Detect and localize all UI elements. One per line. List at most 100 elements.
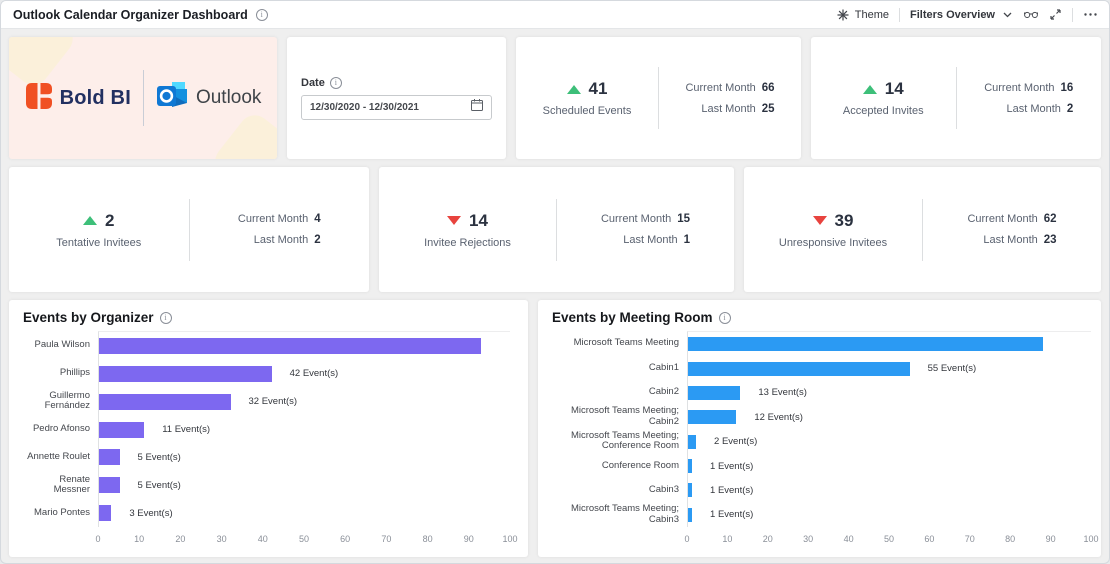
decorative-shape: [208, 108, 277, 159]
trend-up-icon: [566, 84, 581, 94]
current-month-value: 62: [1043, 213, 1057, 225]
last-month-label: Last Month: [983, 234, 1038, 246]
date-info-icon[interactable]: i: [329, 76, 342, 89]
current-month-label: Current Month: [237, 213, 309, 225]
category-label: Cabin3: [648, 484, 679, 496]
more-options-icon[interactable]: [1083, 8, 1097, 22]
bar[interactable]: [688, 385, 741, 400]
bar-row: 55 Event(s): [688, 356, 1091, 380]
bar-value-label: 12 Event(s): [754, 411, 803, 423]
bar-value-label: 11 Event(s): [162, 424, 211, 435]
bar-row: 11 Event(s): [99, 416, 510, 444]
kpi-label: Tentative Invitees: [56, 236, 142, 249]
bar[interactable]: [688, 361, 910, 376]
x-axis-tick-label: 40: [843, 534, 854, 544]
bar[interactable]: [688, 507, 693, 522]
category-label: Annette Roulet: [27, 450, 90, 462]
dashboard-info-icon[interactable]: i: [255, 8, 268, 21]
events-by-meeting-room-chart: Events by Meeting Room i Microsoft Teams…: [538, 300, 1101, 557]
kpi-delta-value: 2: [105, 210, 115, 230]
plot-area: 42 Event(s) 32 Event(s) 11 Event(s) 5 Event…: [98, 331, 510, 527]
divider: [658, 67, 659, 129]
bar[interactable]: [688, 337, 1043, 352]
trend-up-icon: [83, 216, 98, 225]
boldbi-logo: Bold BI: [25, 82, 131, 115]
kpi-label: Accepted Invites: [842, 105, 924, 117]
x-axis-tick-label: 60: [924, 534, 935, 544]
bar[interactable]: [99, 393, 231, 410]
chart-info-icon[interactable]: i: [718, 311, 731, 324]
x-axis-tick-label: 80: [422, 534, 433, 544]
category-label: Microsoft Teams Meeting: [573, 337, 679, 349]
date-filter-card: Date i 12/30/2020 - 12/30/2021: [287, 37, 506, 159]
x-axis-tick-label: 50: [298, 534, 310, 544]
outlook-logo-text: Outlook: [195, 87, 262, 108]
kpi-label: Unresponsive Invitees: [778, 236, 888, 249]
date-range-input[interactable]: 12/30/2020 - 12/30/2021: [301, 94, 492, 120]
category-label: Mario Pontes: [34, 506, 90, 518]
category-label: Cabin2: [648, 386, 679, 398]
bar[interactable]: [99, 337, 482, 354]
theme-icon: [836, 8, 850, 22]
outlook-logo: Outlook: [156, 81, 261, 116]
trend-up-icon: [862, 84, 877, 94]
plot-area: 55 Event(s) 13 Event(s) 12 Event(s) 2 Event…: [687, 331, 1091, 527]
bar-value-label: 55 Event(s): [927, 363, 977, 375]
current-month-label: Current Month: [984, 81, 1055, 94]
bar-row: 12 Event(s): [688, 405, 1091, 429]
bar[interactable]: [688, 483, 693, 498]
category-label: Microsoft Teams Meeting; Cabin2: [570, 405, 679, 427]
last-month-label: Last Month: [253, 234, 309, 246]
last-month-value: 2: [1066, 102, 1074, 115]
category-label: Microsoft Teams Meeting; Cabin3: [570, 503, 679, 525]
bar[interactable]: [99, 449, 120, 466]
divider: [1072, 7, 1073, 22]
x-axis-tick-label: 10: [722, 534, 733, 544]
chart-info-icon[interactable]: i: [159, 311, 172, 324]
kpi-delta-value: 14: [469, 210, 488, 230]
bar-row: 1 Event(s): [688, 503, 1091, 527]
current-month-value: 15: [677, 213, 691, 225]
current-month-label: Current Month: [967, 213, 1038, 225]
category-label: Guillermo Fernández: [44, 389, 90, 411]
bar-row: 1 Event(s): [688, 478, 1091, 502]
bar[interactable]: [688, 459, 693, 474]
divider: [188, 198, 190, 261]
bar[interactable]: [99, 477, 120, 494]
bar[interactable]: [688, 410, 737, 425]
date-range-value: 12/30/2020 - 12/30/2021: [310, 101, 419, 113]
expand-icon[interactable]: [1048, 8, 1062, 22]
divider: [556, 198, 557, 261]
calendar-icon[interactable]: [471, 98, 483, 116]
kpi-label: Scheduled Events: [542, 105, 632, 117]
bar-value-label: 42 Event(s): [289, 368, 339, 380]
category-labels: Paula Wilson Phillips Guillermo Fernández P…: [23, 331, 98, 549]
bar[interactable]: [99, 505, 112, 522]
bar-row: 13 Event(s): [688, 381, 1091, 405]
filters-overview-button[interactable]: Filters Overview: [910, 8, 1014, 22]
x-axis-tick-label: 90: [463, 534, 474, 544]
last-month-value: 25: [761, 102, 775, 115]
bar[interactable]: [99, 421, 145, 438]
chevron-down-icon: [1000, 8, 1014, 22]
bar-row: 2 Event(s): [688, 430, 1091, 454]
divider: [899, 7, 900, 22]
logo-divider: [142, 70, 144, 126]
bar[interactable]: [99, 365, 272, 382]
boldbi-logo-text: Bold BI: [59, 86, 131, 109]
category-label: Pedro Afonso: [32, 422, 90, 434]
kpi-card-scheduled-events: 41 Scheduled Events Current Month 66 Last…: [516, 37, 801, 159]
last-month-label: Last Month: [701, 102, 756, 115]
glasses-icon[interactable]: [1024, 8, 1038, 22]
bar-row: 32 Event(s): [99, 388, 510, 416]
last-month-label: Last Month: [623, 234, 678, 246]
bar[interactable]: [688, 434, 697, 449]
bar-value-label: 5 Event(s): [137, 451, 181, 463]
last-month-value: 2: [314, 234, 321, 246]
x-axis-tick-label: 0: [95, 534, 101, 544]
kpi-delta-value: 41: [588, 79, 608, 98]
theme-button[interactable]: Theme: [836, 8, 889, 22]
category-labels: Microsoft Teams Meeting Cabin1 Cabin2 Micro…: [552, 331, 687, 549]
x-axis: 0 10 20 30 40 50 60 70 80 90 100: [95, 527, 517, 549]
branding-card: Bold BI Outlook: [9, 37, 277, 159]
